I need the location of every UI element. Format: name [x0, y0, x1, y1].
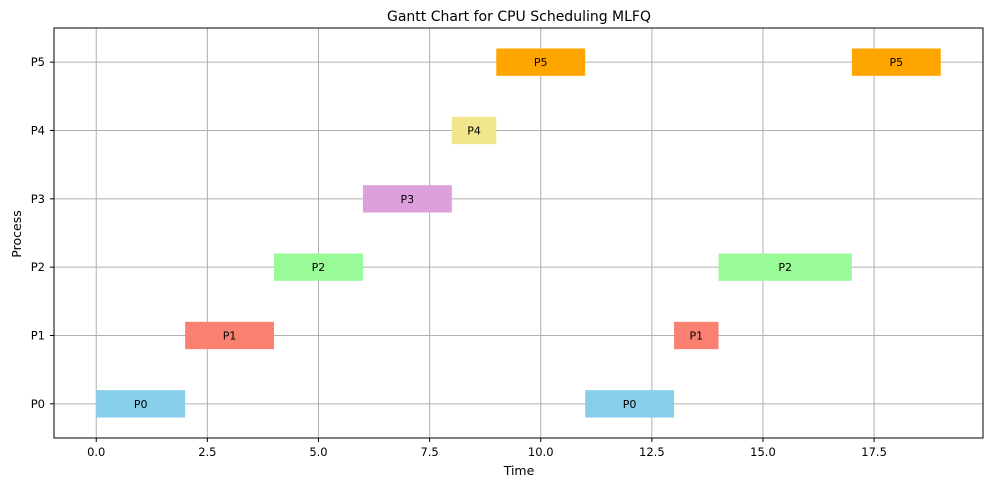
gantt-bar-label: P4 — [467, 125, 481, 138]
x-tick-label: 5.0 — [309, 445, 327, 459]
gantt-bar-label: P1 — [223, 330, 237, 343]
gantt-bar-label: P2 — [312, 261, 326, 274]
x-tick-label: 12.5 — [639, 445, 665, 459]
y-tick-label: P0 — [31, 397, 45, 411]
x-tick-label: 15.0 — [750, 445, 776, 459]
gantt-bar-p0 — [96, 390, 186, 418]
y-tick-label: P5 — [31, 55, 45, 69]
gantt-bar-p2 — [718, 253, 852, 281]
gantt-bar-p5 — [496, 48, 586, 76]
gantt-bar-p1 — [185, 321, 275, 350]
gantt-bar-p5 — [851, 48, 941, 76]
gantt-bar-label: P5 — [890, 56, 904, 69]
x-tick-label: 2.5 — [198, 445, 216, 459]
y-tick-label: P3 — [31, 192, 45, 206]
gantt-bar-label: P2 — [778, 261, 792, 274]
gantt-bar-p0 — [585, 390, 675, 418]
grid-layer — [54, 28, 983, 438]
tick-layer: 0.0 2.5 5.0 7.5 10.0 12.5 15.0 17.5 P0 P1 P2 P3 P4 P5 — [31, 55, 887, 459]
gantt-bar-p1 — [674, 321, 719, 350]
x-tick-label: 17.5 — [861, 445, 887, 459]
x-tick-label: 0.0 — [87, 445, 105, 459]
gantt-bar-label: P5 — [534, 56, 548, 69]
plot-frame — [53, 27, 984, 439]
x-axis-title: Time — [503, 463, 535, 478]
bar-layer: P0 P1 P2 P3 P4 P5 P0 P1 P2 P5 — [96, 48, 941, 418]
gantt-bar-label: P3 — [401, 193, 415, 206]
x-tick-label: 7.5 — [420, 445, 438, 459]
gantt-bar-label: P0 — [134, 398, 148, 411]
chart-title: Gantt Chart for CPU Scheduling MLFQ — [387, 9, 651, 25]
gantt-bar-p4 — [451, 116, 497, 145]
gantt-bar-label: P1 — [689, 330, 703, 343]
x-tick-label: 10.0 — [528, 445, 554, 459]
gantt-bar-p3 — [362, 185, 452, 213]
y-tick-label: P1 — [31, 329, 45, 343]
y-tick-label: P4 — [31, 124, 45, 138]
gantt-bar-label: P0 — [623, 398, 637, 411]
gantt-bar-p2 — [274, 253, 363, 281]
y-tick-label: P2 — [31, 260, 45, 274]
y-axis-title: Process — [9, 210, 24, 257]
